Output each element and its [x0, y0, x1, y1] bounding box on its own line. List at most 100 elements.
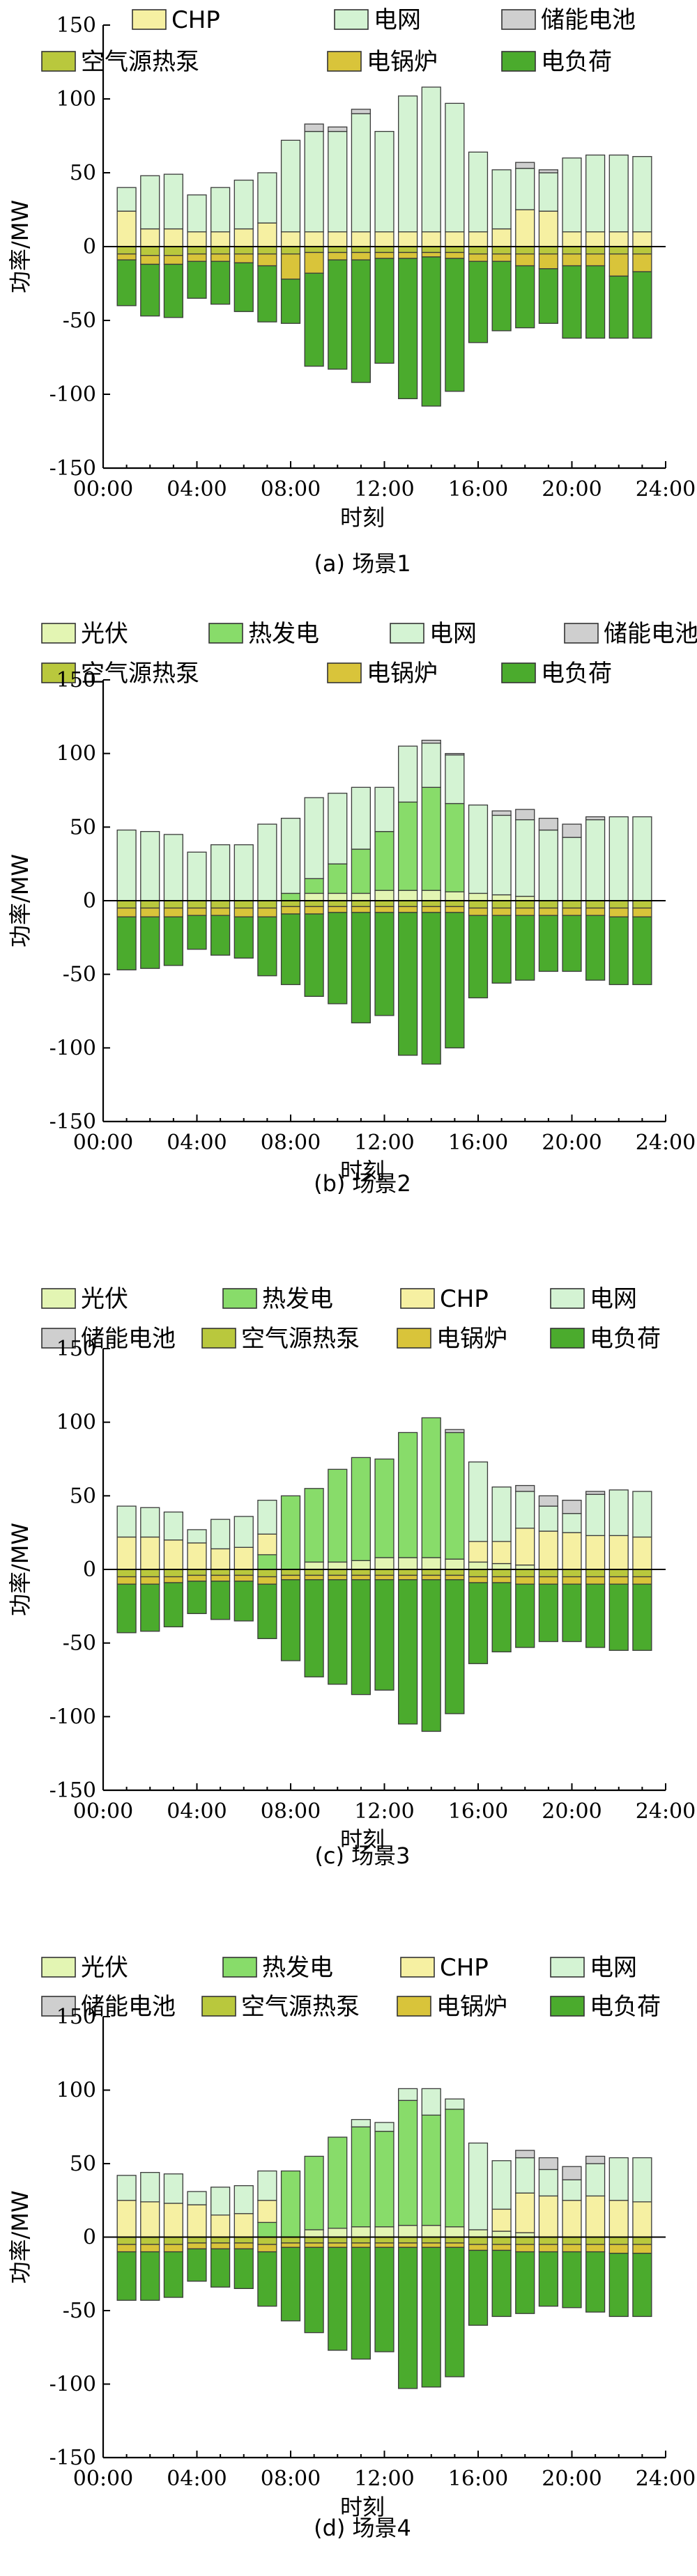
bar-segment — [608, 1535, 629, 1570]
bar-segment — [116, 1536, 137, 1570]
bar-segment — [187, 261, 207, 299]
legend-label: 光伏 — [81, 620, 128, 648]
bar-segment — [304, 2229, 324, 2238]
bar-segment — [421, 912, 441, 1065]
y-tick-label: 150 — [56, 668, 96, 692]
bar-segment — [163, 900, 183, 909]
bar-segment — [280, 2170, 301, 2238]
bar-segment — [140, 2251, 160, 2301]
legend-label: 电网 — [590, 1954, 637, 1982]
bar-segment — [538, 2251, 558, 2307]
bar-segment — [304, 878, 324, 894]
y-tick-label: 0 — [83, 889, 96, 913]
bar-segment — [116, 900, 137, 909]
bar-segment — [491, 1562, 512, 1570]
bar-segment — [608, 1583, 629, 1651]
bar-segment — [304, 1569, 324, 1576]
legend-swatch-电网 — [550, 1957, 585, 1978]
bar-segment — [257, 900, 277, 909]
x-tick-label: 04:00 — [167, 2467, 227, 2491]
bar-segment — [608, 1569, 629, 1578]
bar-segment — [140, 2201, 160, 2238]
bar-segment — [304, 797, 324, 879]
bar-segment — [304, 913, 324, 998]
y-axis-title: 功率/MW — [7, 2190, 33, 2283]
bar-segment — [210, 261, 231, 305]
bar-segment — [116, 2251, 137, 2301]
bar-segment — [374, 1458, 395, 1558]
legend-swatch-空气源热泵 — [41, 662, 76, 683]
bar-segment — [374, 912, 395, 1016]
bar-segment — [257, 823, 277, 901]
x-tick-label: 08:00 — [261, 1799, 321, 1824]
x-tick-label: 16:00 — [448, 1131, 508, 1155]
bar-segment — [515, 819, 535, 897]
bar-segment — [538, 1576, 558, 1585]
legend-swatch-空气源热泵 — [201, 1328, 236, 1349]
bar-segment — [304, 2247, 324, 2334]
bar-segment — [374, 2130, 395, 2228]
bar-segment — [304, 900, 324, 908]
bar-segment — [233, 2236, 254, 2244]
y-tick-label: -50 — [63, 1631, 96, 1656]
y-axis-title: 功率/MW — [7, 1523, 33, 1616]
bar-segment — [421, 2088, 441, 2116]
bar-segment — [140, 175, 160, 230]
bar-segment — [257, 172, 277, 224]
bar-segment — [304, 1574, 324, 1581]
y-tick-label: 0 — [83, 1558, 96, 1582]
bar-segment — [374, 246, 395, 254]
bar-segment — [398, 2236, 418, 2244]
legend-swatch-空气源热泵 — [41, 51, 76, 72]
y-tick-label: -100 — [49, 1705, 96, 1729]
bar-segment — [351, 912, 371, 1024]
bar-segment — [398, 801, 418, 891]
bar-segment — [140, 2244, 160, 2253]
bar-segment — [515, 1528, 535, 1566]
bar-segment — [116, 187, 137, 212]
legend-label: 空气源热泵 — [241, 1325, 360, 1353]
y-tick-label: -50 — [63, 2299, 96, 2323]
legend-label: 电网 — [429, 620, 477, 648]
bar-segment — [210, 1574, 231, 1582]
legend-label: 储能电池 — [604, 620, 697, 648]
bar-segment — [632, 907, 652, 917]
bar-segment — [562, 837, 582, 901]
bar-segment — [491, 169, 512, 230]
bar-segment — [328, 1561, 348, 1570]
bar-segment — [398, 900, 418, 908]
legend-swatch-储能电池 — [501, 9, 536, 30]
legend-swatch-光伏 — [41, 1288, 76, 1309]
bar-segment — [398, 890, 418, 901]
bar-segment — [351, 786, 371, 850]
x-axis-title: 时刻 — [340, 504, 385, 531]
bar-segment — [280, 2242, 301, 2248]
bar-segment — [585, 1491, 606, 1495]
legend-label: 空气源热泵 — [81, 660, 199, 688]
bar-segment — [538, 829, 558, 901]
bar-segment — [608, 900, 629, 909]
bar-segment — [445, 2226, 465, 2238]
bar-segment — [468, 1461, 489, 1542]
y-tick-label: 50 — [70, 161, 96, 185]
bar-segment — [374, 1574, 395, 1581]
bar-segment — [257, 1554, 277, 1570]
bar-segment — [140, 246, 160, 256]
bar-segment — [187, 907, 207, 916]
bar-segment — [233, 916, 254, 959]
bar-segment — [210, 2187, 231, 2216]
bar-segment — [585, 2155, 606, 2164]
bar-segment — [351, 259, 371, 383]
bar-segment — [538, 900, 558, 909]
bar-segment — [468, 900, 489, 909]
legend-label: 电锅炉 — [436, 1325, 507, 1353]
bar-segment — [257, 916, 277, 977]
bar-segment — [562, 1513, 582, 1533]
bar-segment — [280, 1574, 301, 1581]
bar-segment — [398, 251, 418, 259]
legend-swatch-热发电 — [222, 1288, 257, 1309]
bar-segment — [328, 2242, 348, 2248]
bar-segment — [328, 2236, 348, 2244]
bar-segment — [163, 2236, 183, 2245]
